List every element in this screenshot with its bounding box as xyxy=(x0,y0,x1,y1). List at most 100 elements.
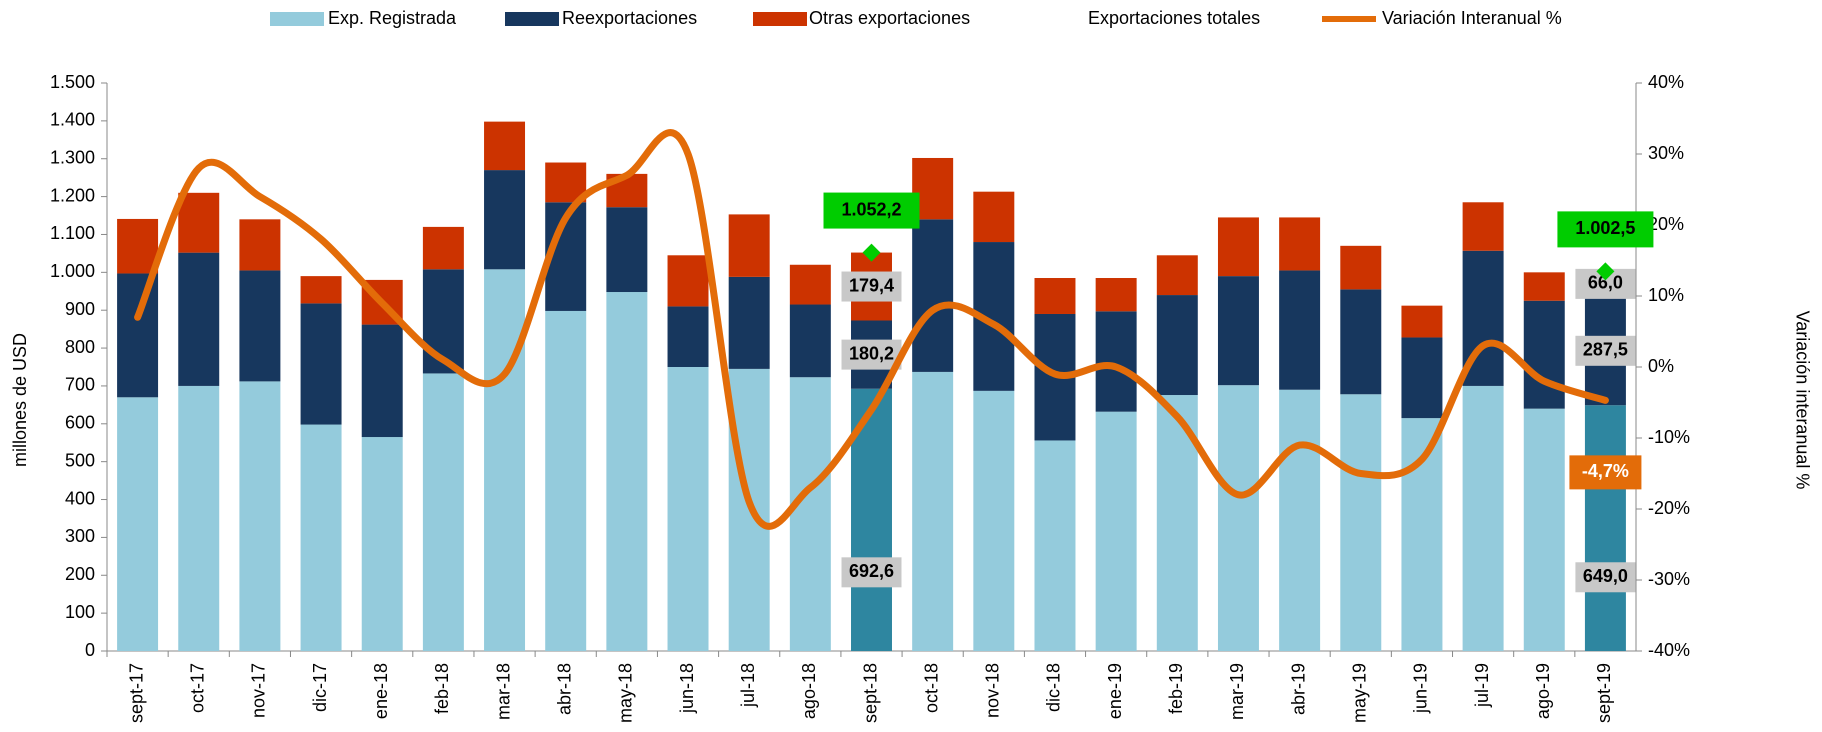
bar-segment xyxy=(361,437,403,651)
bar-segment xyxy=(300,276,342,304)
bar-segment xyxy=(178,192,220,253)
bar-segment xyxy=(1523,408,1565,651)
bar-segment xyxy=(1217,385,1259,651)
x-tick-label: ene-18 xyxy=(371,663,391,719)
data-label: 179,4 xyxy=(849,275,894,295)
x-tick-label: feb-19 xyxy=(1166,663,1186,714)
data-label: 649,0 xyxy=(1583,566,1628,586)
y2-tick-label: -10% xyxy=(1648,427,1690,447)
data-label-box xyxy=(841,557,902,588)
bar-segment xyxy=(300,303,342,425)
bar-segment xyxy=(1340,394,1382,651)
total-label: 1.002,5 xyxy=(1575,218,1635,238)
x-tick-label: oct-17 xyxy=(187,663,207,713)
bar-segment xyxy=(361,324,403,438)
y2-tick-label: 40% xyxy=(1648,72,1684,92)
legend-label: Reexportaciones xyxy=(562,8,697,28)
x-tick-label: ago-19 xyxy=(1533,663,1553,719)
y2-tick-label: -30% xyxy=(1648,569,1690,589)
total-label-box xyxy=(823,192,920,229)
bar-segment xyxy=(728,276,770,369)
bar-segment xyxy=(1279,217,1321,271)
bar-segment xyxy=(239,270,281,382)
line-label-box xyxy=(1569,455,1642,490)
data-label-box xyxy=(841,339,902,370)
bar-segment xyxy=(606,292,648,651)
bar-segment xyxy=(1340,289,1382,395)
bar-segment xyxy=(239,219,281,271)
x-tick-label: nov-18 xyxy=(983,663,1003,718)
bar-segment xyxy=(1034,440,1076,651)
bar-segment xyxy=(1217,276,1259,386)
bar-segment xyxy=(117,273,159,398)
y2-axis-label: Variación interanual % xyxy=(1792,311,1812,490)
bar-segment xyxy=(545,310,587,651)
data-label: 66,0 xyxy=(1588,273,1623,293)
bar-segment xyxy=(1279,389,1321,651)
total-label-box xyxy=(1557,211,1654,248)
x-tick-label: jul-18 xyxy=(738,663,758,708)
y-axis-label: millones de USD xyxy=(10,333,30,467)
y-tick-label: 1.500 xyxy=(50,72,95,92)
bar-segment xyxy=(1401,418,1443,651)
total-label: 1.052,2 xyxy=(841,199,901,219)
y2-tick-label: -20% xyxy=(1648,498,1690,518)
bar-segment xyxy=(1401,337,1443,419)
y-tick-label: 400 xyxy=(65,488,95,508)
bar-segment xyxy=(1095,311,1137,412)
legend-swatch xyxy=(505,12,559,26)
bar-segment xyxy=(484,269,526,651)
x-tick-label: jun-19 xyxy=(1411,663,1431,714)
x-tick-label: sept-19 xyxy=(1594,663,1614,723)
bar-segment xyxy=(973,390,1015,651)
y2-tick-label: 0% xyxy=(1648,356,1674,376)
x-tick-label: mar-18 xyxy=(493,663,513,720)
y-tick-label: 100 xyxy=(65,602,95,622)
bar-segment xyxy=(1217,217,1259,277)
x-tick-label: dic-18 xyxy=(1044,663,1064,712)
y-tick-label: 900 xyxy=(65,299,95,319)
bar-segment xyxy=(973,191,1015,243)
legend-swatch xyxy=(753,12,807,26)
bar-segment xyxy=(178,385,220,651)
x-tick-label: mar-19 xyxy=(1227,663,1247,720)
line xyxy=(134,129,1609,530)
bar-segment xyxy=(1462,385,1504,651)
y-tick-label: 0 xyxy=(85,640,95,660)
total-marker xyxy=(1596,262,1615,281)
bar-segment xyxy=(789,377,831,651)
x-tick-label: ago-18 xyxy=(799,663,819,719)
bar-segment xyxy=(667,367,709,651)
legend-label: Exp. Registrada xyxy=(328,8,457,28)
y-tick-label: 300 xyxy=(65,526,95,546)
y-tick-label: 200 xyxy=(65,564,95,584)
y2-tick-label: 30% xyxy=(1648,143,1684,163)
x-tick-label: may-18 xyxy=(616,663,636,723)
data-label-box xyxy=(1575,335,1636,366)
data-label: 287,5 xyxy=(1583,340,1628,360)
bar-segment xyxy=(789,304,831,378)
bar-segment xyxy=(1340,245,1382,290)
x-tick-label: sept-17 xyxy=(126,663,146,723)
bar-segment xyxy=(117,218,159,274)
bar-segment xyxy=(422,373,464,651)
x-tick-label: abr-18 xyxy=(554,663,574,715)
bar-segment xyxy=(1156,295,1198,396)
x-tick-label: abr-19 xyxy=(1288,663,1308,715)
x-tick-label: jul-19 xyxy=(1472,663,1492,708)
y-tick-label: 1.300 xyxy=(50,147,95,167)
legend-label: Exportaciones totales xyxy=(1088,8,1260,28)
x-tick-label: jun-18 xyxy=(677,663,697,714)
y-tick-label: 1.000 xyxy=(50,261,95,281)
bar-segment xyxy=(912,371,954,651)
data-label: 180,2 xyxy=(849,343,894,363)
y-tick-label: 500 xyxy=(65,450,95,470)
bar-segment xyxy=(912,219,954,372)
bar-segment xyxy=(667,255,709,307)
bar-segment xyxy=(1401,305,1443,338)
line-label: -4,7% xyxy=(1582,461,1629,481)
bar-segment xyxy=(789,264,831,305)
bar-segment xyxy=(1279,270,1321,390)
bar-segment xyxy=(422,226,464,270)
